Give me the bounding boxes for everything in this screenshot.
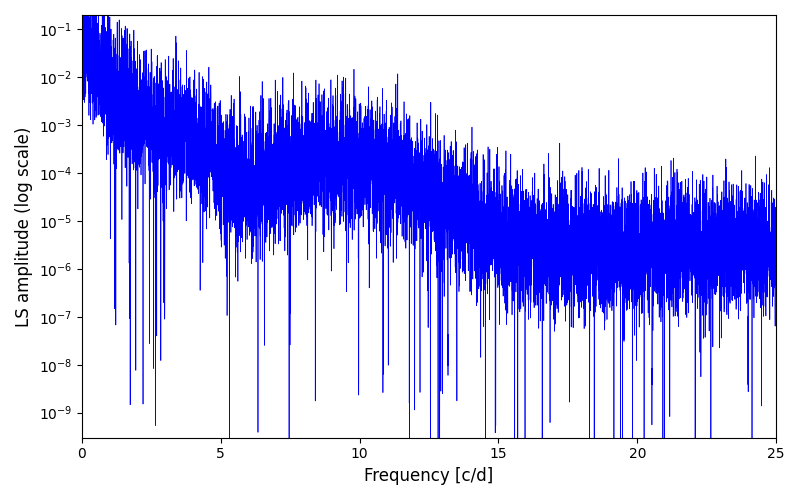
X-axis label: Frequency [c/d]: Frequency [c/d] xyxy=(364,467,494,485)
Y-axis label: LS amplitude (log scale): LS amplitude (log scale) xyxy=(15,126,33,326)
